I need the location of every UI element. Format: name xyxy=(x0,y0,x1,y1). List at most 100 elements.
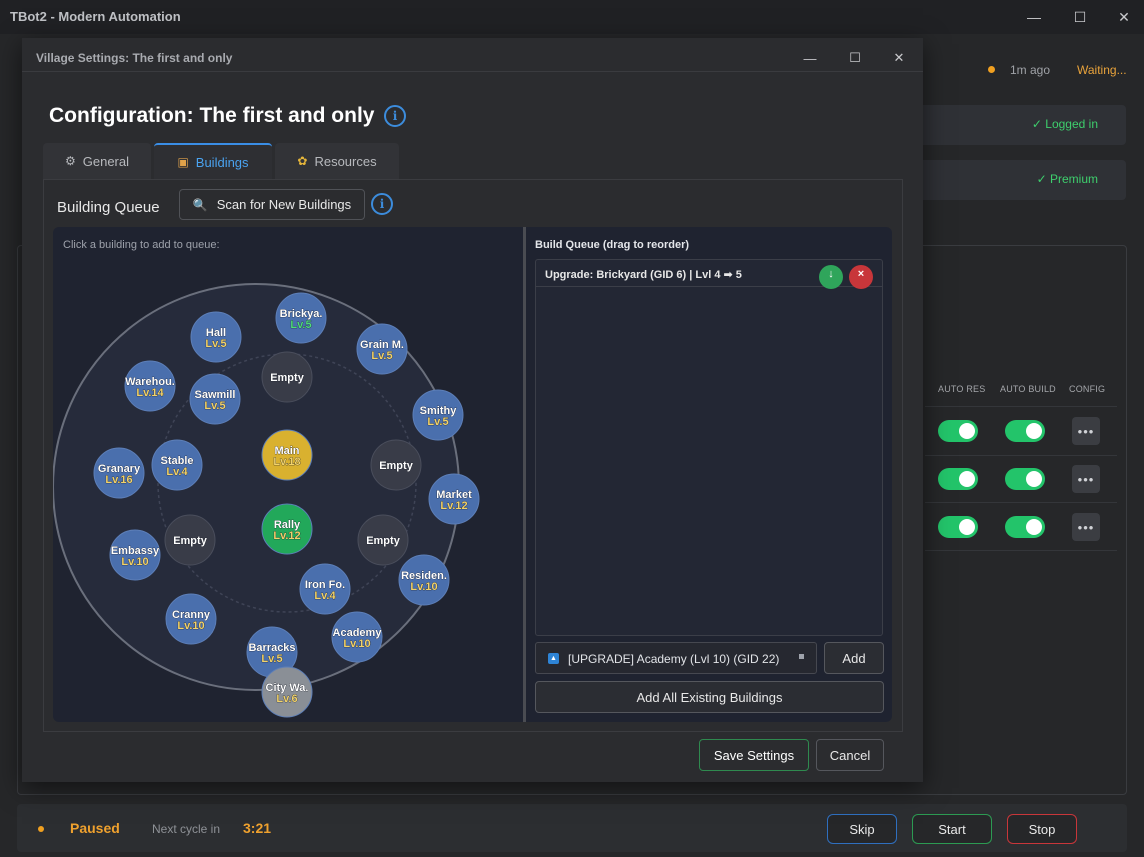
dialog-close-icon[interactable]: ✕ xyxy=(893,50,905,65)
building-name: Residen. xyxy=(401,570,447,582)
empty-building-slot[interactable]: Empty xyxy=(370,439,422,491)
building-slot[interactable]: Brickya.Lv.5 xyxy=(275,292,327,344)
tab-resources[interactable]: ✿ Resources xyxy=(275,143,399,179)
row-divider xyxy=(925,502,1117,503)
move-down-icon[interactable]: ↓ xyxy=(819,265,843,289)
dialog-minimize-icon[interactable]: — xyxy=(803,50,817,66)
building-select[interactable]: ▲ [UPGRADE] Academy (Lvl 10) (GID 22) xyxy=(535,642,817,674)
building-name: Cranny xyxy=(172,609,211,621)
dialog-maximize-icon[interactable]: ☐ xyxy=(849,50,861,65)
building-slot[interactable]: Residen.Lv.10 xyxy=(398,554,450,606)
building-level: Lv.10 xyxy=(177,620,204,632)
building-circle xyxy=(165,593,217,645)
building-name: Rally xyxy=(274,519,301,531)
building-name: Stable xyxy=(160,455,193,467)
building-level: Lv.5 xyxy=(204,400,225,412)
config-button[interactable]: ••• xyxy=(1072,417,1100,445)
auto-build-toggle[interactable] xyxy=(1005,420,1045,442)
building-circle xyxy=(428,473,480,525)
empty-building-slot[interactable]: Empty xyxy=(357,514,409,566)
building-circle xyxy=(261,503,313,555)
building-circle xyxy=(164,514,216,566)
start-button[interactable]: Start xyxy=(912,814,992,844)
bot-state: Paused xyxy=(70,820,120,836)
building-circle xyxy=(124,360,176,412)
next-cycle-time: 3:21 xyxy=(243,820,272,836)
queue-item-label: Upgrade: Brickyard (GID 6) | Lvl 4 ➡ 5 xyxy=(545,269,742,281)
config-button[interactable]: ••• xyxy=(1072,513,1100,541)
cancel-button[interactable]: Cancel xyxy=(816,739,884,771)
status-text: Waiting... xyxy=(1077,63,1127,77)
tab-general[interactable]: ⚙ General xyxy=(43,143,151,179)
paused-dot-icon xyxy=(38,826,44,832)
building-name: Brickya. xyxy=(280,308,323,320)
building-name: Market xyxy=(436,489,472,501)
building-name: Main xyxy=(274,445,299,457)
building-name: Granary xyxy=(98,463,141,475)
building-circle xyxy=(93,447,145,499)
auto-build-toggle[interactable] xyxy=(1005,468,1045,490)
building-circle xyxy=(275,292,327,344)
row-divider xyxy=(925,455,1117,456)
dialog-titlebar: Village Settings: The first and only — ☐… xyxy=(22,38,923,72)
building-level: Lv.10 xyxy=(343,638,370,650)
stop-button[interactable]: Stop xyxy=(1007,814,1077,844)
dialog-heading: Configuration: The first and only xyxy=(49,104,375,127)
remove-icon[interactable]: × xyxy=(849,265,873,289)
tab-buildings[interactable]: ▣ Buildings xyxy=(154,143,272,179)
next-cycle-label: Next cycle in xyxy=(152,822,221,836)
building-queue-info-icon[interactable]: i xyxy=(371,193,393,215)
add-all-buildings-button[interactable]: Add All Existing Buildings xyxy=(535,681,884,713)
maximize-icon[interactable]: ☐ xyxy=(1073,8,1087,25)
building-slot[interactable]: Iron Fo.Lv.4 xyxy=(299,563,351,615)
config-button[interactable]: ••• xyxy=(1072,465,1100,493)
empty-building-slot[interactable]: Empty xyxy=(261,351,313,403)
auto-res-toggle[interactable] xyxy=(938,516,978,538)
save-settings-button[interactable]: Save Settings xyxy=(699,739,809,771)
building-circle xyxy=(299,563,351,615)
building-name: Embassy xyxy=(111,545,160,557)
building-level: Lv.16 xyxy=(105,474,132,486)
building-circle xyxy=(261,351,313,403)
heading-info-icon[interactable]: i xyxy=(384,105,406,127)
skip-button[interactable]: Skip xyxy=(827,814,897,844)
auto-res-toggle[interactable] xyxy=(938,420,978,442)
building-circle xyxy=(151,439,203,491)
scan-buildings-button[interactable]: 🔍 Scan for New Buildings xyxy=(179,189,365,220)
building-level: Lv.10 xyxy=(410,581,437,593)
queue-item[interactable]: Upgrade: Brickyard (GID 6) | Lvl 4 ➡ 5 ↓… xyxy=(536,260,882,289)
build-queue-panel: Build Queue (drag to reorder) Upgrade: B… xyxy=(526,227,892,722)
panel-splitter[interactable] xyxy=(523,227,526,722)
auto-build-toggle[interactable] xyxy=(1005,516,1045,538)
building-circle xyxy=(357,514,409,566)
close-icon[interactable]: ✕ xyxy=(1118,8,1130,25)
add-button[interactable]: Add xyxy=(824,642,884,674)
building-circle xyxy=(189,373,241,425)
building-slot[interactable]: Warehou.Lv.14 xyxy=(124,360,176,412)
tab-label: General xyxy=(82,153,129,169)
resources-icon: ✿ xyxy=(297,154,308,168)
building-slot[interactable]: Grain M.Lv.5 xyxy=(356,323,408,375)
login-status-card: ✓ Logged in xyxy=(915,105,1126,145)
empty-building-slot[interactable]: Empty xyxy=(164,514,216,566)
minimize-icon[interactable]: — xyxy=(1027,9,1041,25)
building-slot[interactable]: City Wa.Lv.6 xyxy=(261,666,313,718)
building-level: Lv.12 xyxy=(273,530,300,542)
build-queue-list[interactable]: Upgrade: Brickyard (GID 6) | Lvl 4 ➡ 5 ↓… xyxy=(535,259,883,636)
building-circle xyxy=(331,611,383,663)
gear-icon: ⚙ xyxy=(64,154,76,168)
auto-res-toggle[interactable] xyxy=(938,468,978,490)
